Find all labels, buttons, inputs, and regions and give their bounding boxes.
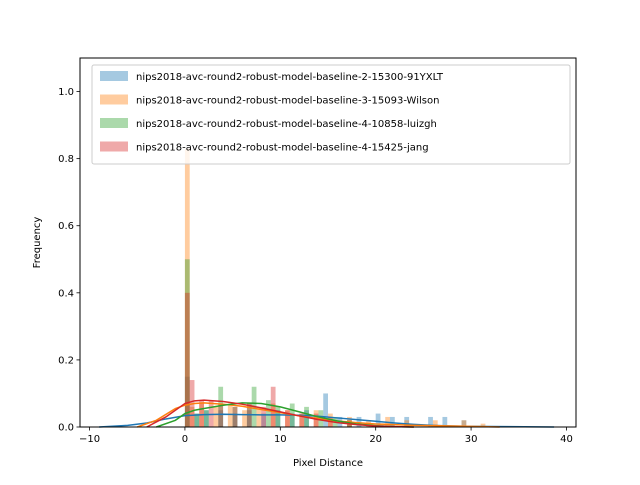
plot-area-frame	[79, 57, 577, 428]
x-axis-ticks: −10 0 10 20 30 40	[79, 427, 573, 445]
histogram-bar-series-2-bin-19	[480, 423, 486, 427]
histogram-bar-series-2-bin-1	[184, 148, 190, 427]
legend-label-series-4: nips2018-avc-round2-robust-model-baselin…	[136, 143, 429, 154]
histogram-bar-series-2-bin-9	[285, 410, 290, 427]
histogram-bar-series-4-bin-5	[218, 403, 224, 427]
histogram-bar-series-1-bin-13	[356, 416, 362, 427]
histogram-bar-series-3-bin-4	[218, 386, 224, 427]
histogram-bar-series-2-bin-4	[213, 406, 219, 427]
histogram-bar-series-3-bin-5	[232, 406, 238, 427]
y-tick-label: 0.4	[58, 288, 74, 299]
histogram-bar-series-1-bin-16	[404, 416, 410, 427]
x-tick-label: 40	[560, 434, 573, 445]
histogram-bar-series-1-bin-1	[184, 376, 190, 427]
histogram-bar-series-1-bin-3	[204, 410, 209, 427]
histogram-bar-series-1-bin-7	[261, 413, 266, 427]
histogram-bar-series-4-bin-3	[199, 400, 204, 427]
histogram-bar-series-4-bin-11	[299, 413, 305, 427]
y-axis-label: Frequency	[32, 217, 43, 269]
x-tick-label: 20	[369, 434, 382, 445]
x-tick-label: 0	[182, 434, 188, 445]
bars-layer	[184, 148, 486, 427]
kde-layer	[99, 399, 555, 428]
histogram-bar-series-2-bin-5	[227, 403, 233, 427]
kde-line-series-4	[146, 399, 414, 428]
histogram-bar-series-2-bin-18	[461, 420, 467, 427]
histogram-bar-series-3-bin-2	[194, 413, 200, 427]
histogram-bar-series-1-bin-4	[218, 410, 224, 427]
histogram-bar-series-4-bin-10	[285, 410, 290, 427]
legend: nips2018-avc-round2-robust-model-baselin…	[91, 64, 571, 165]
histogram-bar-series-1-bin-17	[428, 416, 433, 427]
histogram-bar-series-2-bin-10	[299, 413, 305, 427]
histogram-bar-series-4-bin-9	[270, 386, 276, 427]
histogram-bar-series-1-bin-18	[442, 416, 448, 427]
histogram-bar-series-4-bin-12	[313, 413, 319, 427]
histogram-bar-series-1-bin-2	[194, 413, 200, 427]
y-tick-label: 0.8	[58, 154, 74, 165]
histogram-bar-series-3-bin-9	[275, 406, 281, 427]
x-tick-label: −10	[79, 434, 100, 445]
legend-swatch-series-1	[100, 71, 128, 81]
x-tick-label: 30	[465, 434, 478, 445]
histogram-bar-series-1-bin-15	[390, 416, 395, 427]
histogram-bar-series-1-bin-8	[275, 410, 281, 427]
legend-swatch-series-3	[100, 118, 128, 128]
histogram-bar-series-1-bin-5	[232, 413, 238, 427]
legend-label-series-1: nips2018-avc-round2-robust-model-baselin…	[136, 72, 444, 83]
y-tick-label: 1.0	[58, 87, 74, 98]
histogram-bar-series-1-bin-11	[323, 393, 328, 427]
histogram-bar-series-1-bin-10	[304, 410, 309, 427]
legend-swatch-series-2	[100, 94, 128, 105]
legend-label-series-2: nips2018-avc-round2-robust-model-baselin…	[136, 96, 439, 107]
y-tick-label: 0.2	[58, 355, 74, 366]
histogram-bar-series-4-bin-4	[208, 400, 214, 427]
legend-box	[91, 64, 571, 165]
histogram-bar-series-3-bin-1	[184, 259, 190, 427]
y-tick-label: 0.6	[58, 221, 74, 232]
legend-label-series-3: nips2018-avc-round2-robust-model-baselin…	[136, 119, 437, 130]
histogram-bar-series-4-bin-6	[232, 406, 238, 427]
histogram-bar-series-2-bin-2	[189, 406, 195, 427]
histogram-bar-series-2-bin-17	[432, 420, 438, 427]
histogram-bar-series-1-bin-6	[246, 410, 252, 427]
histogram-bar-series-3-bin-3	[204, 410, 209, 427]
histogram-bar-series-2-bin-6	[242, 410, 247, 427]
histogram-bar-series-4-bin-8	[261, 406, 266, 427]
histogram-bar-series-1-bin-14	[375, 413, 381, 427]
x-axis-label: Pixel Distance	[293, 458, 363, 469]
y-tick-label: 0.0	[58, 423, 74, 434]
x-tick-label: 10	[274, 434, 287, 445]
histogram-bar-series-1-bin-9	[289, 413, 295, 427]
histogram-bar-series-4-bin-1	[184, 292, 190, 427]
histogram-bar-series-1-bin-19	[461, 420, 467, 427]
y-axis-ticks: 0.0 0.2 0.4 0.6 0.8 1.0	[58, 87, 80, 434]
histogram-bar-series-3-bin-8	[266, 400, 271, 427]
legend-swatch-series-4	[100, 141, 128, 152]
histogram-bar-series-2-bin-7	[256, 406, 262, 427]
